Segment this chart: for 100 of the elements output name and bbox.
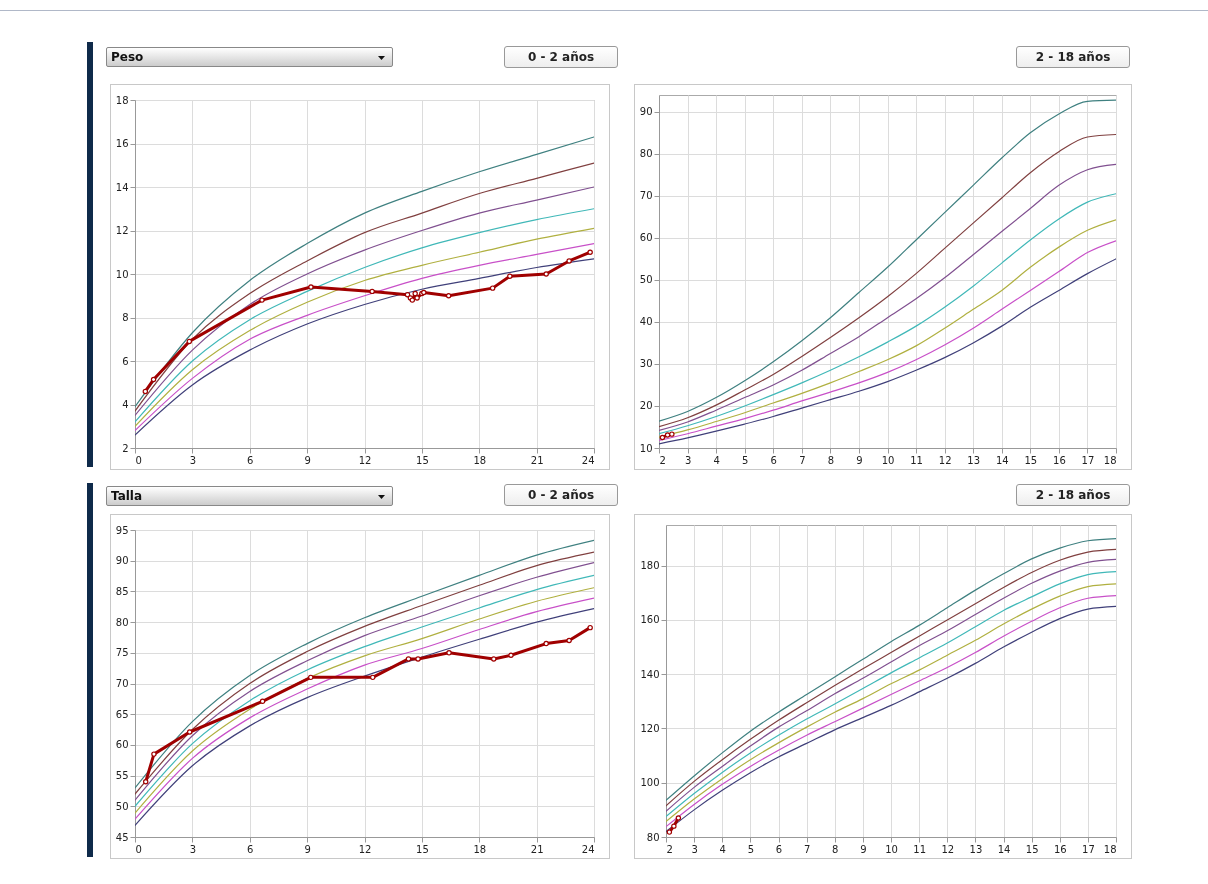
y-tick-label: 70: [115, 678, 129, 689]
y-tick-label: 6: [122, 355, 129, 367]
x-tick-label: 21: [530, 454, 544, 466]
point: [369, 288, 375, 295]
y-tick-label: 80: [646, 831, 660, 843]
point: [259, 297, 265, 303]
text: Peso: [111, 50, 144, 64]
x-tick-label: 4: [713, 454, 720, 466]
point: [445, 293, 452, 299]
point: [666, 829, 673, 835]
x-tick-label: 16: [1053, 843, 1067, 855]
x-tick-label: 18: [1103, 454, 1117, 466]
x-tick-label: 15: [416, 454, 429, 466]
y-tick-label: 80: [115, 616, 129, 628]
point: [491, 656, 497, 662]
x-tick-label: 0: [135, 843, 142, 855]
point: [142, 779, 149, 785]
point: [543, 640, 549, 647]
x-tick-label: 18: [473, 843, 487, 855]
y-tick-label: 95: [115, 524, 129, 536]
chart-title: 0 - 2 años: [504, 46, 618, 68]
point: [405, 656, 412, 662]
x-tick-label: 9: [856, 454, 863, 466]
y-tick-label: 50: [639, 274, 653, 286]
point: [671, 823, 677, 829]
x-tick-label: 12: [941, 843, 955, 855]
x-tick-label: 15: [416, 843, 429, 855]
x-tick-label: 6: [247, 843, 254, 855]
point: [566, 258, 572, 264]
x-tick-label: 11: [913, 843, 926, 855]
x-tick-label: 0: [135, 454, 142, 466]
point: [587, 624, 593, 631]
y-tick-label: 50: [115, 800, 129, 812]
x-tick-label: 2: [666, 843, 673, 855]
y-tick-label: 70: [639, 190, 653, 202]
x-tick-label: 4: [719, 843, 726, 855]
y-tick-label: 90: [639, 106, 653, 118]
x-tick-label: 10: [881, 454, 895, 466]
y-tick-label: 55: [115, 770, 129, 782]
point: [415, 656, 421, 662]
y-tick-label: 65: [115, 708, 129, 720]
x-tick-label: 9: [304, 454, 311, 466]
point: [404, 291, 411, 298]
x-tick-label: 14: [995, 454, 1009, 466]
y-tick-label: 140: [640, 668, 660, 680]
x-tick-label: 9: [304, 843, 311, 855]
point: [150, 376, 157, 383]
point: [142, 388, 149, 395]
x-tick-label: 3: [189, 454, 197, 466]
y-tick-label: 4: [122, 399, 129, 410]
x-tick-label: 12: [938, 454, 952, 466]
point: [259, 698, 266, 705]
point: [507, 273, 513, 279]
point: [308, 674, 314, 681]
point: [414, 295, 420, 301]
point: [508, 652, 514, 658]
x-tick-label: 11: [910, 454, 923, 466]
x-tick-label: 14: [997, 843, 1011, 855]
x-tick-label: 24: [581, 843, 595, 855]
y-tick-label: 14: [115, 181, 129, 193]
x-tick-label: 13: [967, 454, 981, 466]
x-tick-label: 5: [747, 843, 755, 855]
y-tick-label: 20: [639, 400, 653, 412]
x-tick-label: 21: [530, 843, 544, 855]
y-tick-label: 120: [640, 722, 660, 734]
y-tick-label: 80: [639, 148, 653, 160]
x-tick-label: 12: [358, 454, 372, 466]
x-tick-label: 15: [1024, 454, 1038, 466]
x-tick-label: 6: [247, 454, 254, 466]
y-tick-label: 100: [640, 777, 660, 789]
x-tick-label: 3: [189, 843, 197, 855]
x-tick-label: 17: [1081, 454, 1095, 466]
x-tick-label: 6: [775, 843, 783, 855]
text: Talla: [111, 489, 143, 503]
y-tick-label: 8: [122, 312, 129, 323]
chart-title: 2 - 18 años: [1016, 46, 1130, 68]
y-tick-label: 10: [115, 268, 129, 280]
point: [186, 729, 193, 735]
x-tick-label: 18: [1103, 843, 1117, 855]
point: [543, 271, 549, 277]
x-tick-label: 5: [742, 454, 749, 466]
point: [308, 284, 314, 290]
x-tick-label: 24: [581, 454, 595, 466]
y-tick-label: 85: [115, 585, 129, 597]
x-tick-label: 3: [691, 843, 698, 855]
y-tick-label: 60: [115, 739, 129, 751]
x-tick-label: 9: [860, 843, 867, 855]
point: [370, 674, 376, 681]
chart-title: 2 - 18 años: [1016, 484, 1130, 506]
x-tick-label: 6: [770, 454, 777, 466]
x-tick-label: 7: [799, 454, 806, 466]
y-tick-label: 45: [115, 831, 129, 843]
y-tick-label: 160: [640, 614, 660, 626]
x-tick-label: 8: [827, 454, 835, 466]
point: [489, 285, 496, 291]
y-tick-label: 30: [639, 358, 653, 370]
x-tick-label: 7: [803, 843, 811, 855]
x-tick-label: 15: [1025, 843, 1039, 855]
y-tick-label: 60: [639, 232, 653, 244]
point: [151, 751, 157, 757]
